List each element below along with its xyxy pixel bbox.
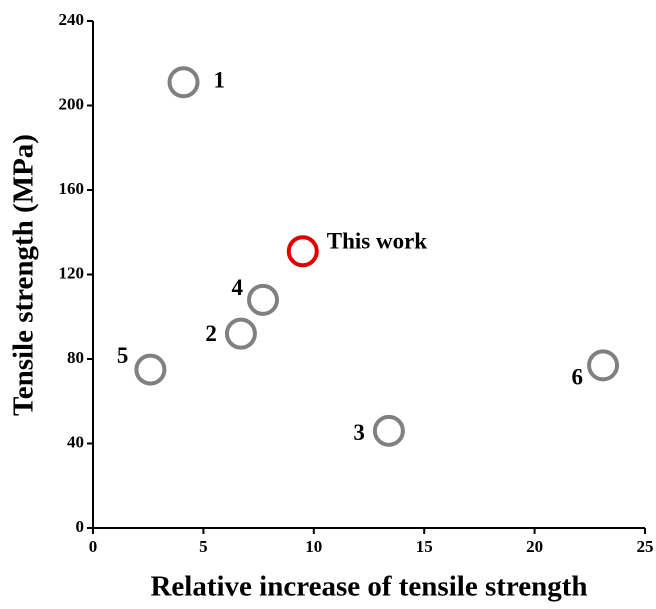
point-label: 2 [205,321,217,346]
marker [587,349,620,382]
marker [247,283,280,316]
y-tick-label: 120 [59,263,85,282]
y-axis-title: Tensile strength (MPa) [8,134,40,416]
x-tick-label: 15 [416,537,433,556]
point-label: 4 [232,275,244,300]
y-tick-label: 80 [67,348,84,367]
x-tick-label: 20 [526,537,543,556]
point-label: 3 [353,420,365,445]
x-tick-label: 0 [89,537,98,556]
y-tick-label: 40 [67,432,84,451]
point-label: 6 [572,365,584,390]
x-tick-label: 10 [305,537,322,556]
x-tick-label: 25 [637,537,654,556]
point-label: This work [327,229,428,254]
point-label: 5 [117,343,129,368]
marker [372,414,405,447]
marker [224,317,257,350]
marker [167,66,200,99]
y-tick-label: 0 [76,517,85,536]
x-axis-title: Relative increase of tensile strength [150,571,587,603]
point-label: 1 [214,68,226,93]
marker [286,235,319,268]
y-tick-label: 240 [59,10,85,29]
x-tick-label: 5 [199,537,208,556]
y-tick-label: 200 [59,94,85,113]
marker [134,353,167,386]
y-tick-label: 160 [59,179,85,198]
